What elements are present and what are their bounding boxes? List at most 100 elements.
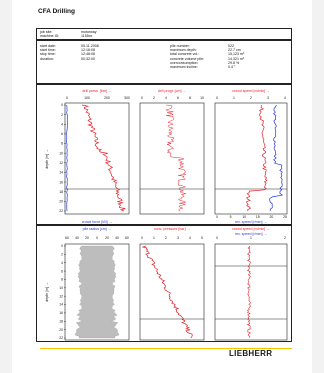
depth-tick-label-2: 14 <box>59 303 63 307</box>
crowd-speed-2-tick-label: 2 <box>284 236 286 240</box>
concreting-chart-panel: pile radius [cm] → conc. pressure [bar] … <box>36 225 292 342</box>
drill-progress-axis-label: drill progr. [cm] → <box>158 89 186 93</box>
machine-id-value: 1155xx <box>81 34 93 39</box>
crowd-force-axis-label: crowd force [kN] → <box>82 220 113 224</box>
concrete-pressure-tick-label: 1 <box>153 236 155 240</box>
pile-radius-tick-label: 0 <box>96 236 98 240</box>
drill-progress-tick-label: 2 <box>153 96 155 100</box>
concrete-pressure-tick-label: 4 <box>189 236 191 240</box>
depth-tick-label: 18 <box>59 190 63 194</box>
crowd-speed-line <box>246 104 268 212</box>
concrete-pressure-tick-label: 5 <box>201 236 203 240</box>
depth-tick-label-2: 0 <box>61 244 63 248</box>
depth-tick-label-2: 2 <box>61 253 63 257</box>
drill-progress-tick-label: 6 <box>177 96 179 100</box>
depth-tick-label: 8 <box>61 142 63 146</box>
drill-press-axis-label: drill press. [bar] → <box>82 89 111 93</box>
start-time-label: start time: <box>40 48 56 53</box>
stop-time-label: stop time: <box>40 52 56 57</box>
crowd-speed-frame <box>214 102 288 215</box>
depth-tick-label-2: 4 <box>61 261 63 265</box>
start-date-value: 05.11.2008 <box>81 44 99 48</box>
drilling-curves <box>65 104 287 212</box>
total-concrete-label: total concrete vol.: <box>170 52 200 57</box>
depth-tick-label: 2 <box>61 113 63 117</box>
pile-radius-frame <box>64 243 130 341</box>
concrete-volume-value: 14,321 m³ <box>228 56 245 61</box>
total-concrete-value: 15,123 m³ <box>228 52 245 57</box>
crowd-speed-tick-label: 0 <box>216 96 218 100</box>
job-site-label: job site: <box>40 30 53 34</box>
crowd-force-line <box>66 104 68 212</box>
concreting-chart-svg: pile radius [cm] → conc. pressure [bar] … <box>45 227 288 341</box>
depth-tick-label-2: 12 <box>59 294 63 298</box>
start-time-value: 12:16:08 <box>81 48 95 53</box>
depth-tick-label: 6 <box>61 132 63 136</box>
pile-radius-axis-label: pile radius [cm] → <box>83 227 112 231</box>
start-date-label: start date: <box>40 44 56 48</box>
drill-press-tick-label: 0 <box>66 96 68 100</box>
job-info-box: job site: motorway machine ID: 1155xx <box>36 28 292 40</box>
drill-progress-tick-label: 8 <box>189 96 191 100</box>
depth-tick-label-2: 20 <box>59 328 63 332</box>
report-title: CFA Drilling <box>38 8 75 15</box>
drill-progress-tick-label: 10 <box>200 96 204 100</box>
depth-axis-label-2: depth [m] → <box>45 282 49 302</box>
stop-time-value: 12:48:08 <box>81 52 95 57</box>
max-incline-label: maximum incline: <box>170 65 198 69</box>
depth-tick-label: 12 <box>59 161 63 165</box>
drill-press-tick-label: 200 <box>104 96 110 100</box>
depth-tick-label-2: 8 <box>61 278 63 282</box>
depth-tick-label: 14 <box>59 171 63 175</box>
crowd-speed-2-tick-label: 1 <box>250 236 252 240</box>
duration-value: 00:32:00 <box>81 56 95 61</box>
machine-id-label: machine ID: <box>40 34 60 39</box>
crowd-speed-tick-label: 2 <box>250 96 252 100</box>
pile-radius-shape <box>74 245 120 339</box>
crowd-speed-2-line <box>246 245 252 339</box>
drill-press-tick-label: 100 <box>84 96 90 100</box>
concrete-volume-label: concrete volume pile: <box>170 56 204 61</box>
drill-pressure-line <box>81 104 126 212</box>
depth-tick-label-2: 22 <box>59 336 63 340</box>
rev-speed-tick-label: 25 <box>283 215 287 219</box>
depth-tick-label-2: 6 <box>61 269 63 273</box>
overconsumption-value: 29.8 % <box>228 60 240 65</box>
pile-info-box: start date: 05.11.2008 start time: 12:16… <box>36 40 292 84</box>
crowd-speed-tick-label: 4 <box>284 96 286 100</box>
crowd-speed-2-frame <box>214 243 288 341</box>
pile-radius-tick-label: 60 <box>125 236 129 240</box>
drill-press-frame <box>64 102 130 215</box>
depth-tick-label-2: 10 <box>59 286 63 290</box>
crowd-speed-2-axis-label: crowd speed [m/min] → <box>232 227 270 231</box>
depth-tick-label: 4 <box>61 122 63 126</box>
pile-radius-tick-label: 40 <box>75 236 79 240</box>
crowd-speed-axis-label: crowd speed [m/min] → <box>232 89 270 93</box>
rev-speed-tick-label: 15 <box>256 215 260 219</box>
pile-number-label: pile number: <box>170 44 190 48</box>
concrete-pressure-axis-label: conc. pressure [bar] → <box>154 227 190 231</box>
concrete-pressure-line <box>141 245 193 339</box>
pile-radius-tick-label: 60 <box>65 236 69 240</box>
drilling-chart-panel: drill press. [bar] → drill progr. [cm] →… <box>36 84 292 225</box>
depth-tick-label-2: 16 <box>59 311 63 315</box>
job-site-value: motorway <box>81 30 97 34</box>
drill-progress-tick-label: 0 <box>141 96 143 100</box>
rev-speed-tick-label: 5 <box>230 215 232 219</box>
pile-radius-tick-label: 20 <box>85 236 89 240</box>
concrete-pressure-frame <box>139 243 205 341</box>
rev-speed-2-axis-label: rev. speed [r/min] → <box>235 232 267 236</box>
drill-press-tick-label: 300 <box>124 96 130 100</box>
rev-speed-axis-label: rev. speed [r/min] → <box>235 220 267 224</box>
rev-speed-line <box>269 104 284 212</box>
crowd-speed-tick-label: 3 <box>267 96 269 100</box>
pile-radius-tick-label: 20 <box>105 236 109 240</box>
depth-tick-label: 22 <box>59 209 63 213</box>
duration-label: duration: <box>40 56 54 61</box>
pile-radius-tick-label: 40 <box>115 236 119 240</box>
drill-progress-frame <box>139 102 205 215</box>
depth-tick-label: 10 <box>59 151 63 155</box>
depth-tick-label: 20 <box>59 200 63 204</box>
footer-accent-line <box>40 348 292 349</box>
depth-tick-label: 16 <box>59 180 63 184</box>
